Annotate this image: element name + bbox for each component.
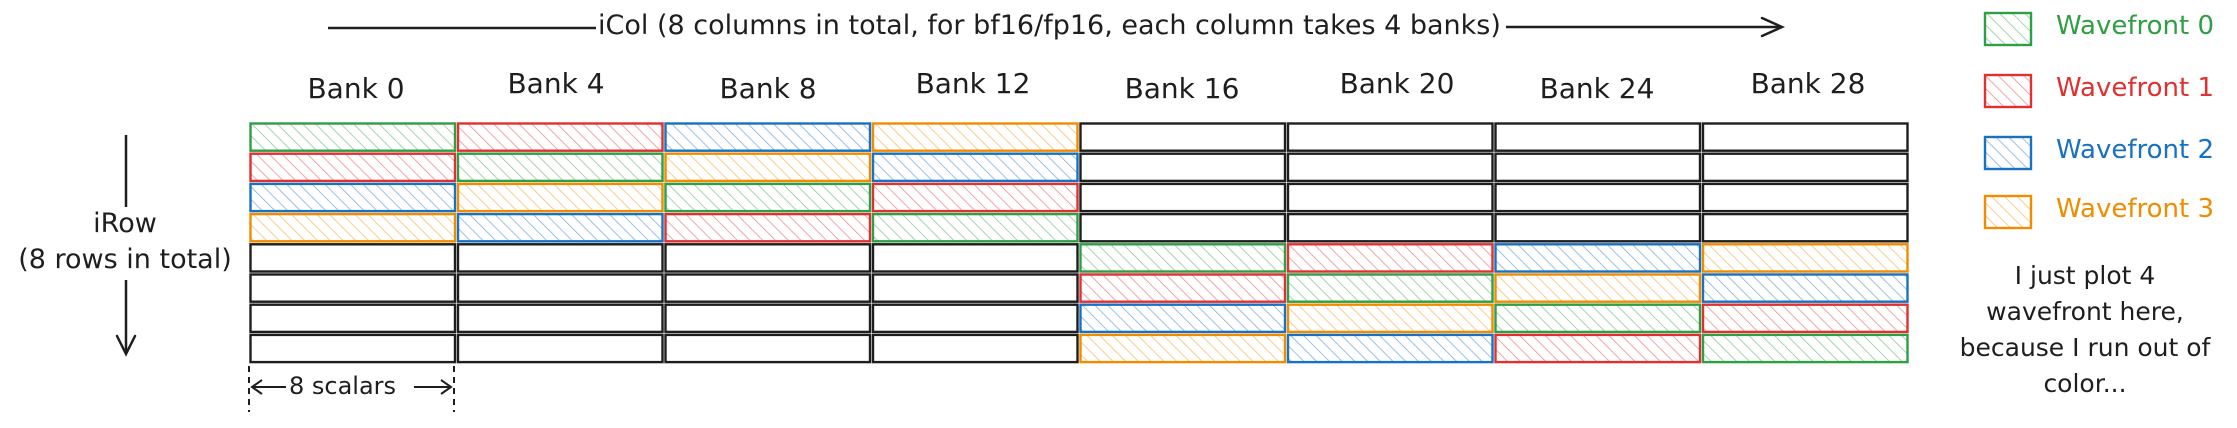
- wavefront-1-cell: [1079, 273, 1287, 303]
- note-text: I just plot 4 wavefront here, because I …: [1959, 261, 2211, 398]
- empty-cell: [1286, 182, 1494, 213]
- icol-arrowhead-icon: [1760, 16, 1786, 38]
- legend-label: Wavefront 2: [2056, 135, 2215, 165]
- wavefront-2-cell: [1286, 333, 1494, 364]
- empty-cell: [1701, 122, 1909, 152]
- bank-header: Bank 16: [1124, 72, 1240, 105]
- wavefront-2-cell: [456, 212, 664, 243]
- wavefront-2-cell: [1494, 243, 1702, 273]
- bank-header: Bank 28: [1750, 67, 1866, 100]
- wavefront-2-cell: [871, 152, 1079, 183]
- irow-count-label: (8 rows in total): [18, 244, 232, 275]
- empty-cell: [1494, 152, 1702, 183]
- empty-cell: [249, 303, 457, 334]
- empty-cell: [1701, 212, 1909, 243]
- empty-cell: [1286, 212, 1494, 243]
- bank-header: Bank 20: [1339, 67, 1455, 100]
- empty-cell: [456, 303, 664, 334]
- empty-cell: [1079, 122, 1287, 152]
- wavefront-2-cell: [1079, 303, 1287, 334]
- wavefront-3-cell: [664, 152, 872, 183]
- empty-cell: [249, 243, 457, 273]
- wavefront-3-cell: [1079, 333, 1287, 364]
- wavefront-2-cell: [664, 122, 872, 152]
- wavefront-1-cell: [1494, 333, 1702, 364]
- wavefront-3-cell: [871, 122, 1079, 152]
- empty-cell: [1286, 152, 1494, 183]
- wavefront-3-cell: [1286, 303, 1494, 334]
- empty-cell: [1701, 182, 1909, 213]
- legend-label: Wavefront 0: [2056, 11, 2215, 41]
- legend-swatch: [1983, 11, 2033, 47]
- empty-cell: [664, 333, 872, 364]
- irow-label: iRow: [93, 208, 157, 239]
- empty-cell: [1286, 122, 1494, 152]
- wavefront-3-cell: [1701, 243, 1909, 273]
- wavefront-1-cell: [871, 182, 1079, 213]
- empty-cell: [871, 303, 1079, 334]
- empty-cell: [871, 243, 1079, 273]
- empty-cell: [1079, 152, 1287, 183]
- bank-header: Bank 12: [915, 67, 1031, 100]
- wavefront-1-cell: [664, 212, 872, 243]
- bank-header: Bank 4: [507, 67, 605, 100]
- bank-header: Bank 8: [719, 72, 817, 105]
- empty-cell: [456, 243, 664, 273]
- legend-swatch: [1983, 194, 2033, 230]
- empty-cell: [249, 333, 457, 364]
- wavefront-3-cell: [456, 182, 664, 213]
- wavefront-0-cell: [1701, 333, 1909, 364]
- wavefront-0-cell: [1494, 303, 1702, 334]
- wavefront-0-cell: [664, 182, 872, 213]
- wavefront-2-cell: [249, 182, 457, 213]
- bank-header: Bank 0: [307, 72, 405, 105]
- empty-cell: [1079, 212, 1287, 243]
- wavefront-0-cell: [1079, 243, 1287, 273]
- wavefront-1-cell: [456, 122, 664, 152]
- arrows-layer: [115, 16, 1786, 412]
- empty-cell: [1494, 212, 1702, 243]
- wavefront-0-cell: [1286, 273, 1494, 303]
- wavefront-0-cell: [871, 212, 1079, 243]
- empty-cell: [664, 303, 872, 334]
- empty-cell: [249, 273, 457, 303]
- empty-cell: [664, 273, 872, 303]
- legend-swatch: [1983, 73, 2033, 109]
- empty-cell: [1701, 152, 1909, 183]
- bank-header: Bank 24: [1539, 72, 1655, 105]
- legend-label: Wavefront 1: [2056, 73, 2215, 103]
- legend-swatch: [1983, 135, 2033, 171]
- empty-cell: [664, 243, 872, 273]
- empty-cell: [456, 333, 664, 364]
- empty-cell: [1494, 122, 1702, 152]
- irow-arrowhead-icon: [115, 334, 137, 357]
- empty-cell: [1494, 182, 1702, 213]
- wavefront-2-cell: [1701, 273, 1909, 303]
- scalars-right-arrowhead-icon: [440, 379, 453, 395]
- legend-swatches: [1983, 11, 2033, 230]
- wavefront-3-cell: [1494, 273, 1702, 303]
- wavefront-1-cell: [1701, 303, 1909, 334]
- wavefront-0-cell: [249, 122, 457, 152]
- empty-cell: [456, 273, 664, 303]
- scalars-left-arrowhead-icon: [250, 379, 263, 395]
- wavefront-1-cell: [1286, 243, 1494, 273]
- empty-cell: [871, 333, 1079, 364]
- wavefront-0-cell: [456, 152, 664, 183]
- empty-cell: [1079, 182, 1287, 213]
- scalars-label: 8 scalars: [289, 372, 397, 400]
- wavefront-1-cell: [249, 152, 457, 183]
- icol-label: iCol (8 columns in total, for bf16/fp16,…: [598, 10, 1501, 41]
- empty-cell: [871, 273, 1079, 303]
- bank-grid: [249, 122, 1909, 364]
- wavefront-3-cell: [249, 212, 457, 243]
- legend-label: Wavefront 3: [2056, 194, 2215, 224]
